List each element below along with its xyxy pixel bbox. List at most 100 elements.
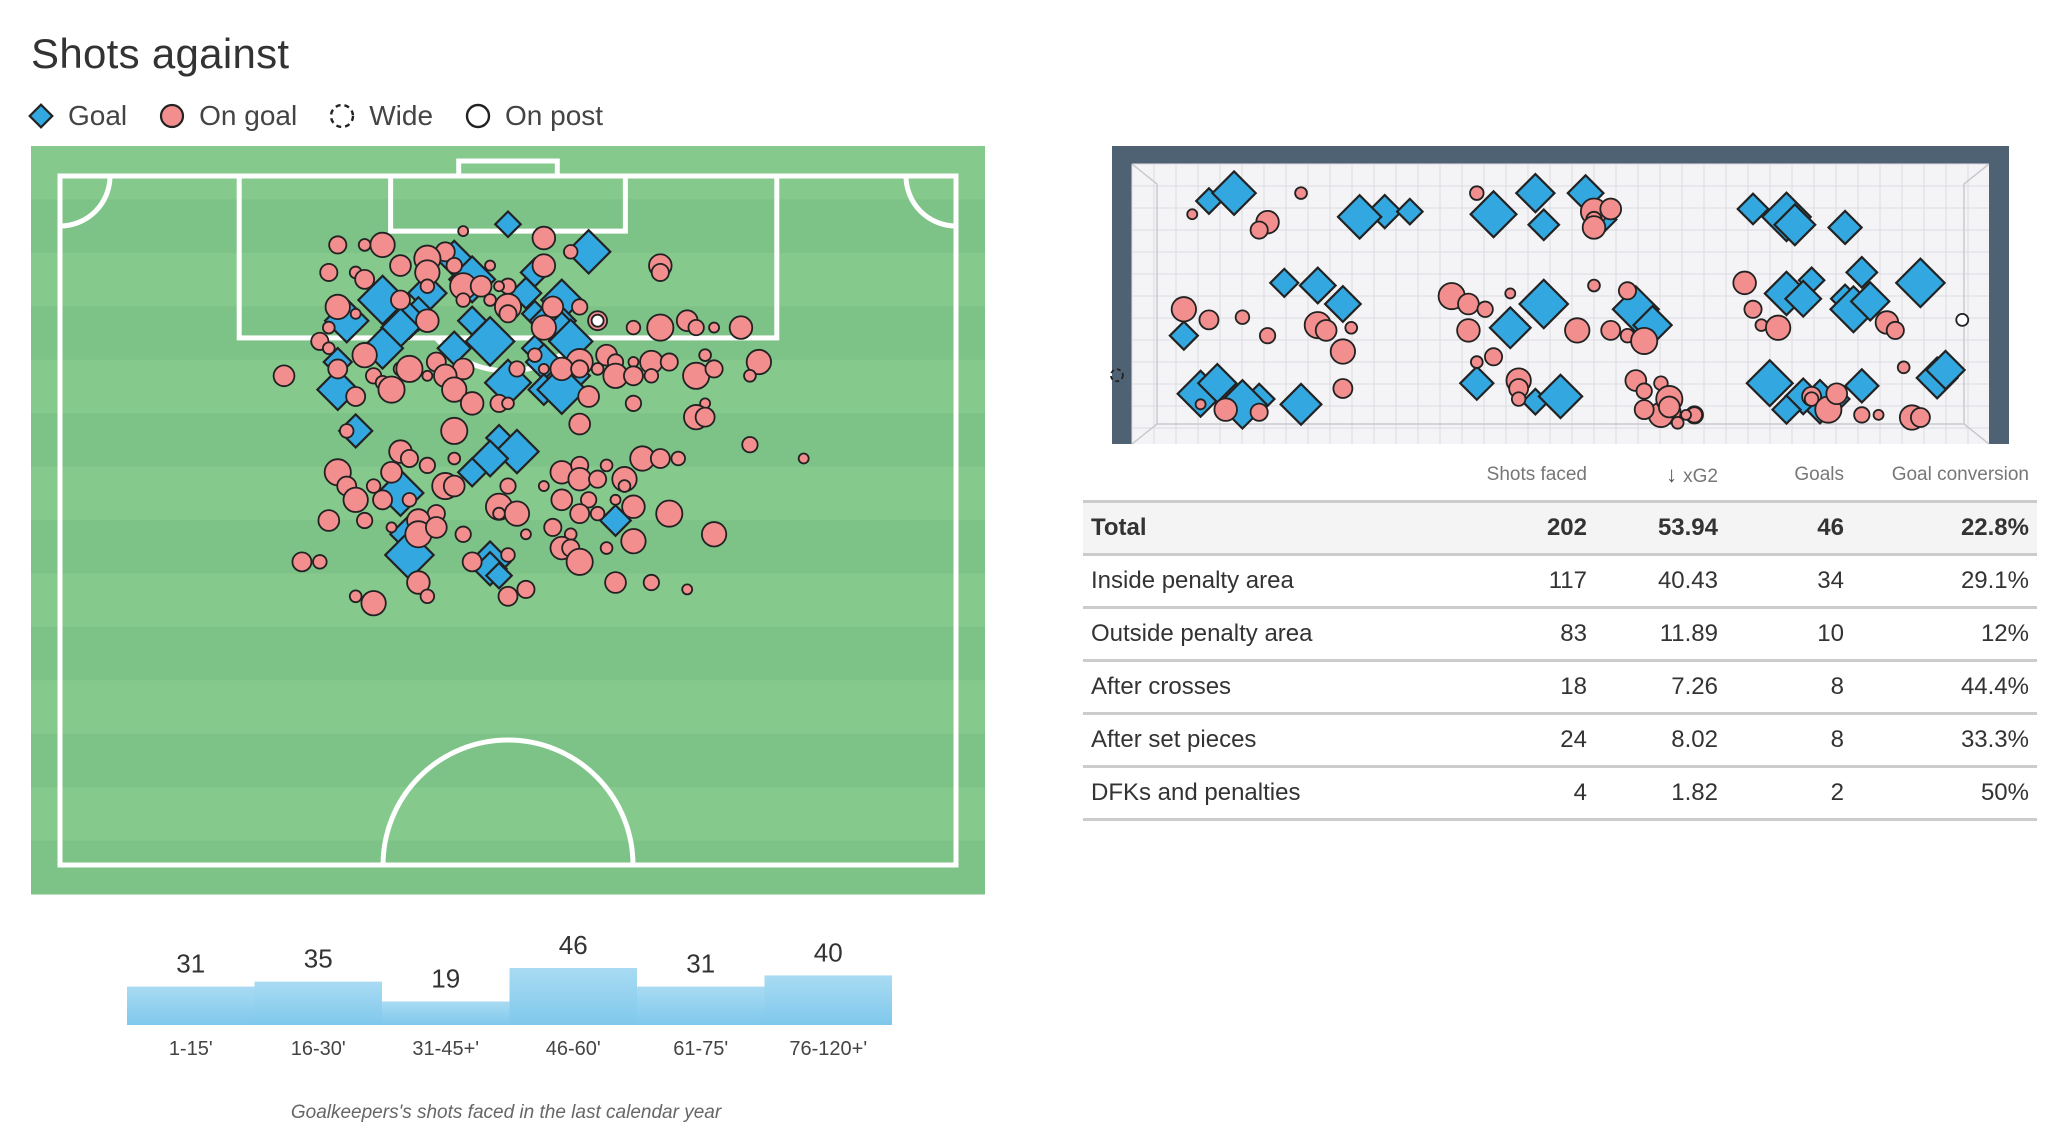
placement-point-on-goal [1194,398,1207,411]
shot-point-on-goal [319,262,339,282]
shot-point-on-goal [531,253,557,278]
shot-point-on-goal [589,505,606,522]
shot-point-on-goal [543,517,563,537]
cell-xg2: 40.43 [1595,554,1726,609]
shot-point-on-goal [454,525,472,543]
shot-point-on-goal [493,280,505,293]
placement-point-on-goal [1872,408,1885,421]
header-goal-conversion[interactable]: Goal conversion [1852,462,2037,503]
pitch-stripe [31,146,985,200]
shot-point-on-goal [497,585,519,607]
shot-point-on-goal [570,359,590,379]
corner-arc [59,175,113,229]
placement-point-on-goal [1294,186,1308,200]
placement-point-on-post [1955,312,1970,327]
bar-value-label: 19 [431,963,460,993]
legend-item-wide[interactable]: Wide [327,100,433,132]
placement-point-goal [1526,207,1561,242]
shot-point-on-goal [659,352,679,372]
shot-point-on-goal [646,313,675,342]
shot-point-on-goal [380,460,403,484]
placement-point-goal [1458,365,1495,402]
placement-point-on-goal [1314,319,1338,342]
shot-point-on-goal [321,341,336,356]
placement-point-on-goal [1885,320,1905,340]
bar-value-label: 46 [559,930,588,960]
cell-shots: 83 [1429,607,1595,662]
shot-point-on-goal [620,528,647,555]
shot-point-on-goal [549,356,574,382]
shot-point-on-goal [372,489,393,511]
placement-point-on-goal [1186,208,1199,221]
placement-point-on-goal [1581,215,1607,240]
shot-point-on-goal [498,304,518,324]
placement-point-goal [1168,320,1200,352]
legend-item-goal[interactable]: Goal [26,100,127,132]
placement-point-goal [1844,255,1879,290]
shot-point-on-goal [291,551,313,573]
header-shots-faced[interactable]: Shots faced [1429,462,1595,503]
shot-point-on-goal [670,450,686,467]
table-row: Inside penalty area 117 40.43 34 29.1% [1083,554,2037,609]
bar-value-label: 31 [176,949,205,979]
shots-stats-table: Shots faced ↓ xG2 Goals Goal conversion T… [1083,462,2037,821]
table-row: DFKs and penalties 4 1.82 2 50% [1083,766,2037,821]
bar-5 [637,986,765,1025]
placement-point-on-goal [1910,407,1931,428]
placement-point-goal [1268,267,1300,299]
shot-point-goal [436,330,473,367]
shot-point-on-goal [445,256,463,275]
shot-point-on-goal [567,466,592,492]
placement-point-on-goal [1633,399,1655,421]
cell-shots: 202 [1429,501,1595,556]
bar-category-label: 16-30' [291,1038,346,1060]
shot-point-on-goal [655,499,684,528]
header-xg2[interactable]: ↓ xG2 [1595,462,1726,503]
corner-arc [903,175,957,229]
placement-point-goal [1843,367,1880,404]
pitch-shot-map [31,146,985,895]
cell-conversion: 33.3% [1852,713,2037,768]
shot-point-on-goal [565,547,594,576]
shot-point-on-goal [520,528,532,541]
placement-point-on-goal [1456,318,1481,343]
shot-point-on-goal [621,494,646,519]
cell-category: After crosses [1083,660,1429,715]
legend-item-on-goal[interactable]: On goal [157,100,297,132]
shot-point-goal [565,228,612,275]
placement-point-on-goal [1258,327,1277,345]
placement-point-on-goal [1504,287,1517,300]
placement-point-goal [1518,278,1570,330]
placement-point-goal [1395,197,1425,226]
chart-legend: Goal On goal Wide On post [26,96,633,136]
header-goals[interactable]: Goals [1726,462,1852,503]
shot-point-on-goal [604,571,627,594]
sort-arrow-icon: ↓ [1666,462,1678,487]
bar-category-label: 1-15' [169,1038,213,1060]
pitch-stripe [31,787,985,842]
table-row-total: Total 202 53.94 46 22.8% [1083,501,2037,556]
legend-item-on-post[interactable]: On post [463,100,603,132]
shot-point-goal [493,428,541,475]
shot-point-on-goal [698,348,712,362]
bar-value-label: 31 [686,949,715,979]
shot-point-on-goal [365,478,382,494]
shot-point-on-goal [741,436,759,454]
shot-point-on-goal [442,474,466,498]
shot-point-on-goal [503,500,531,527]
placement-point-on-goal [1670,415,1685,430]
shot-point-on-goal [457,225,470,238]
shot-point-on-goal [508,360,526,378]
table-header-row: Shots faced ↓ xG2 Goals Goal conversion [1083,462,2037,503]
bar-value-label: 40 [814,937,843,967]
shot-point-goal [536,363,588,416]
shot-point-on-goal [577,385,600,408]
cell-xg2: 1.82 [1595,766,1726,821]
shot-point-on-goal [700,521,728,548]
bar-1 [127,986,255,1025]
placement-point-goal [1772,202,1817,247]
placement-point-goal [1298,266,1338,305]
placement-point-on-goal [1476,300,1494,318]
shot-point-on-goal [642,573,660,592]
placement-point-goal [1770,394,1803,426]
